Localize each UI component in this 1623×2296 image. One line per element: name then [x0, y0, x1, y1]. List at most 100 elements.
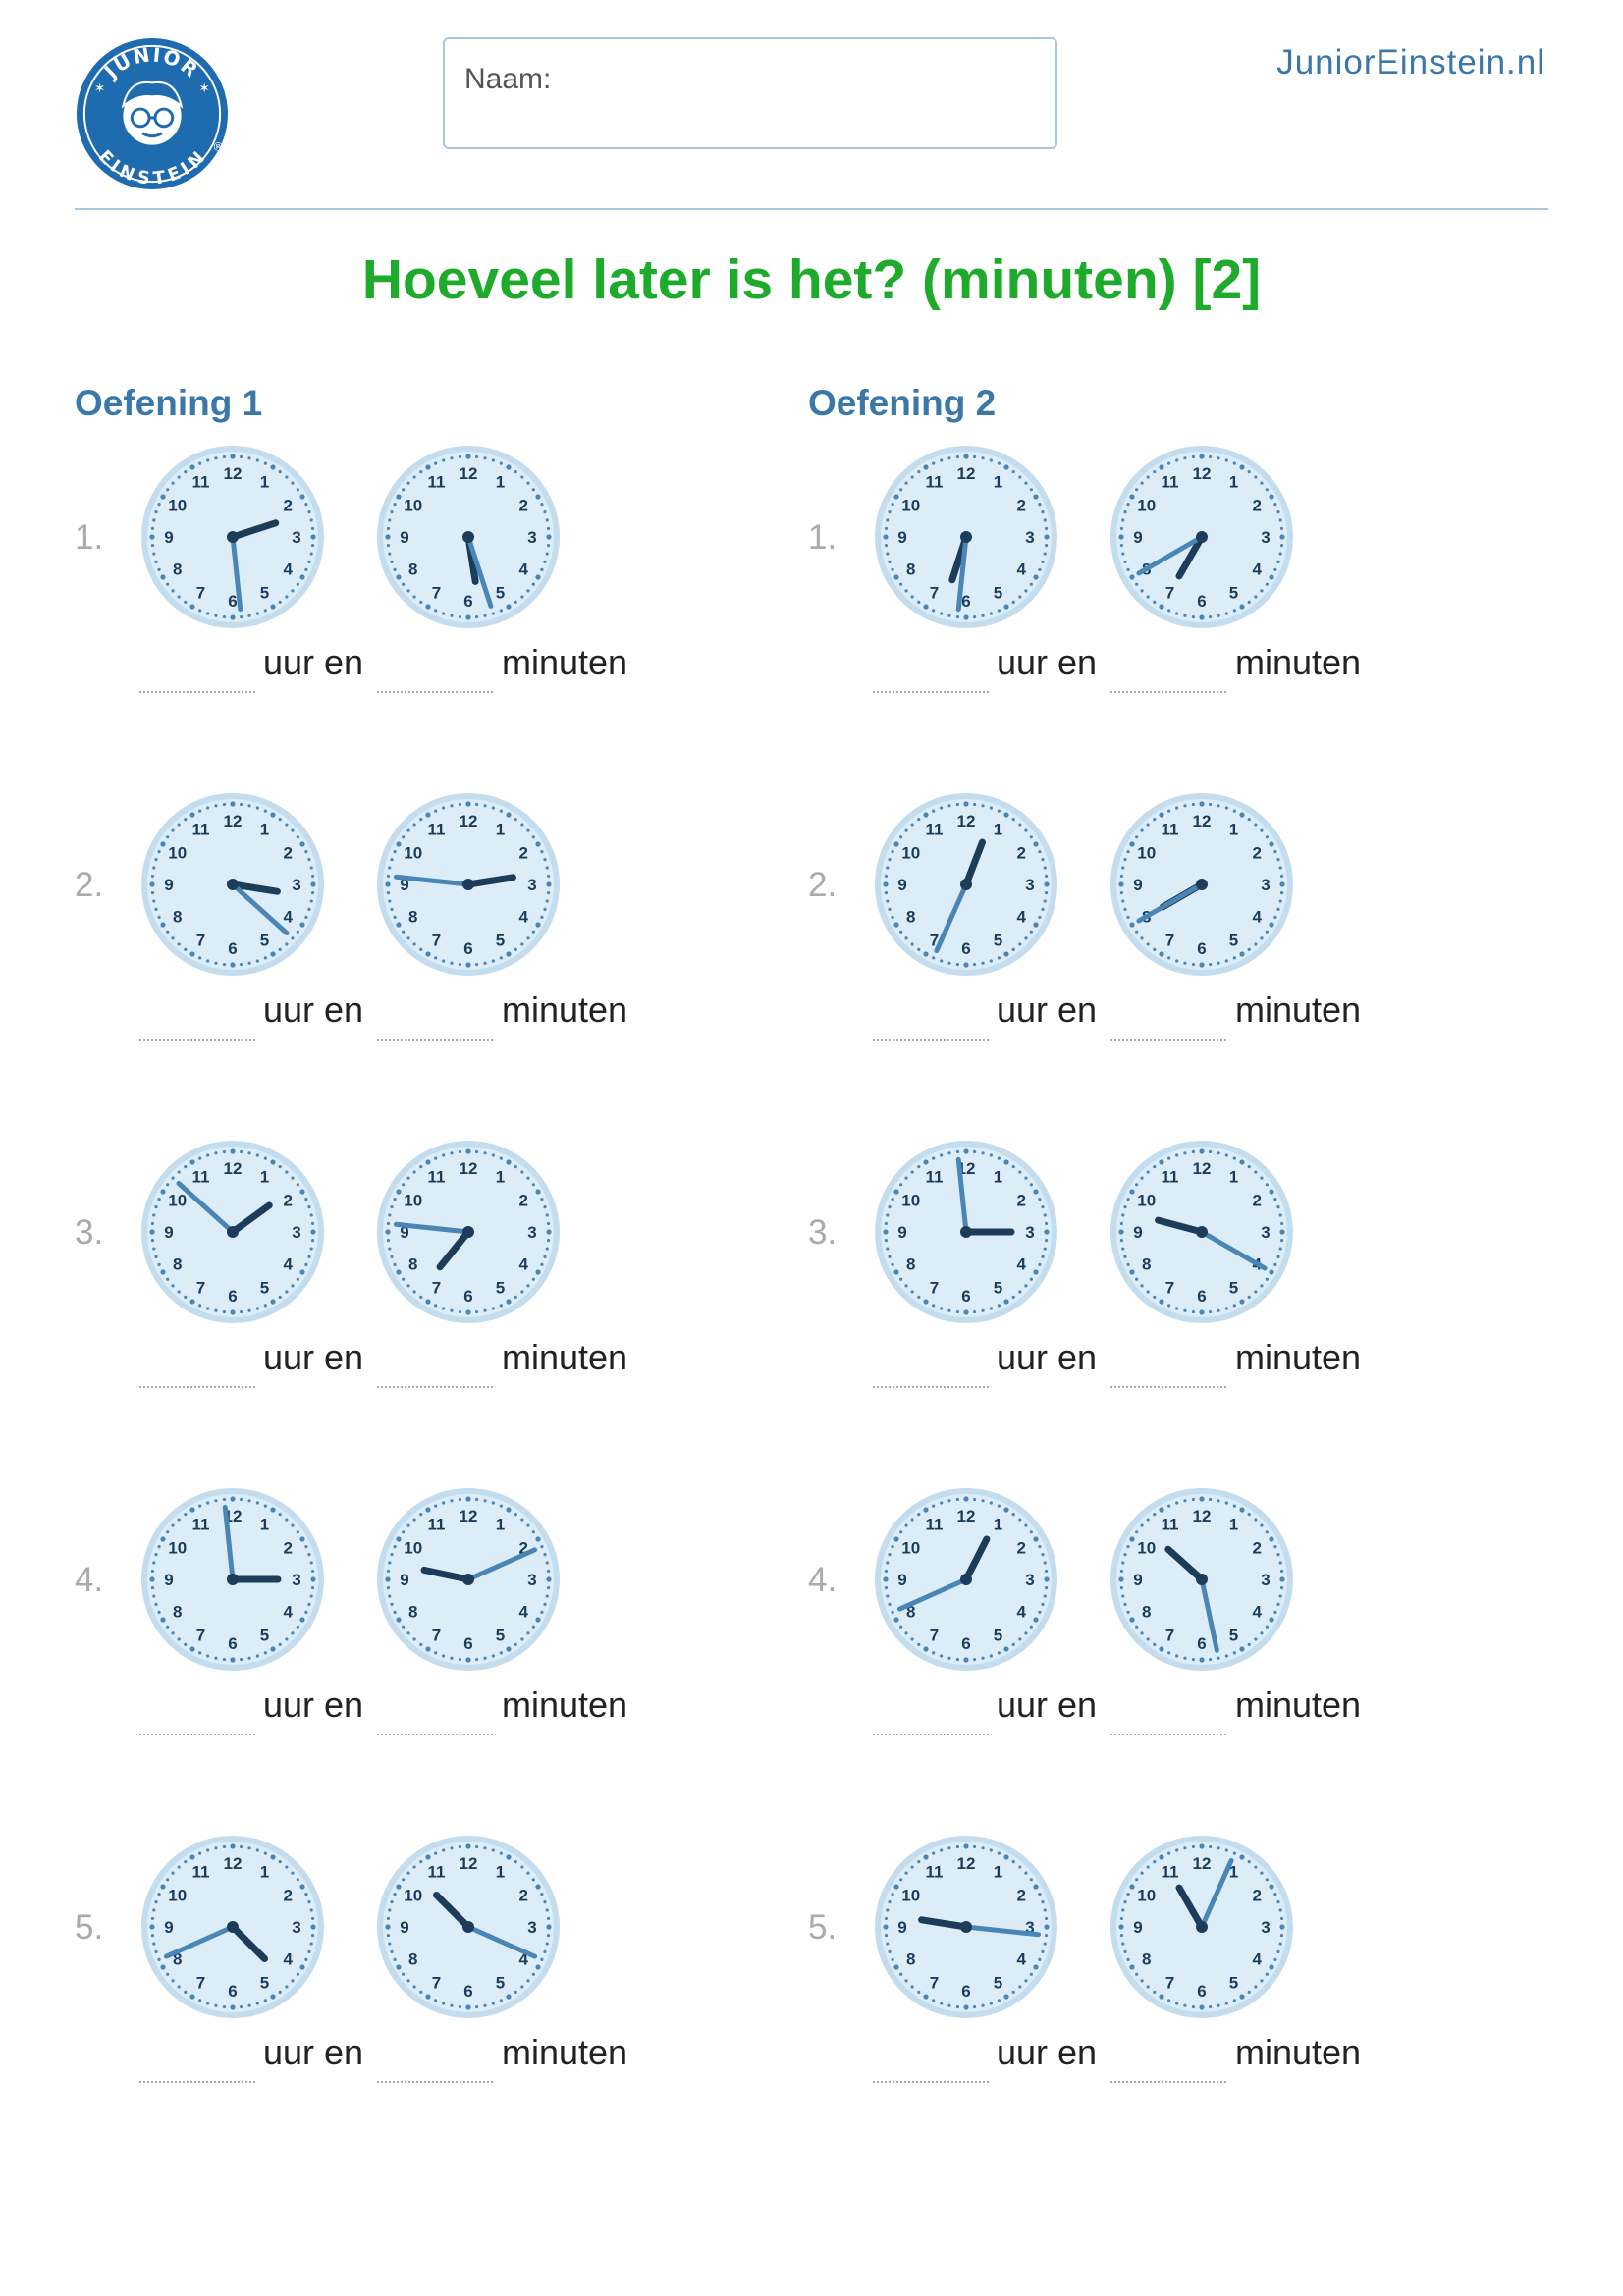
hours-answer-line[interactable]	[139, 1386, 255, 1388]
clock-tick	[1153, 1642, 1157, 1646]
name-field[interactable]: Naam:	[443, 37, 1057, 149]
clock-tick	[1024, 1871, 1028, 1875]
exercise-number: 5.	[75, 1908, 104, 1947]
clock-tick	[166, 930, 170, 934]
clock-tick	[535, 1964, 541, 1970]
clock-tick	[1044, 1933, 1049, 1938]
minutes-answer-line[interactable]	[377, 1386, 493, 1388]
clock-tick	[923, 604, 929, 610]
hours-answer-line[interactable]	[139, 2081, 255, 2083]
clock-tick	[1232, 1504, 1236, 1508]
clock-tick	[166, 1530, 170, 1534]
clock-tick	[214, 1846, 218, 1850]
clock-tick	[1278, 1908, 1282, 1912]
clock-tick	[543, 858, 547, 862]
hours-answer-line[interactable]	[873, 1039, 989, 1041]
clock-tick	[1038, 1262, 1042, 1266]
hours-answer-line[interactable]	[139, 1039, 255, 1041]
clock-tick	[884, 1238, 889, 1243]
exercise-number: 1.	[75, 518, 104, 557]
clock-tick	[230, 1148, 236, 1154]
clock-tick	[166, 1277, 170, 1281]
clock-tick	[388, 1594, 392, 1598]
clock-tick	[1033, 494, 1039, 500]
clock-numeral: 12	[957, 464, 976, 483]
minutes-answer-line[interactable]	[1110, 1386, 1226, 1388]
clock-tick	[1208, 1149, 1213, 1154]
clock-tick	[1024, 1979, 1028, 1983]
hour-hand	[962, 1535, 991, 1583]
clock-tick	[1199, 1657, 1205, 1663]
hours-answer-line[interactable]	[873, 691, 989, 693]
clock-tick	[402, 835, 406, 839]
clock-tick	[1146, 1290, 1150, 1294]
clock-tick	[540, 503, 544, 507]
clock-tick	[160, 1536, 166, 1542]
clock-tick	[1024, 936, 1028, 940]
clock-tick	[506, 604, 512, 610]
clock-tick	[1254, 942, 1258, 946]
clock-numeral: 4	[1253, 561, 1263, 579]
exercise-5: 5. 12 1 2 3 4 5 6 7 8 9 10 11 12 1 2 3 4 5 6 7 8 9 10 11 uur en mi…	[808, 1834, 1554, 2128]
minutes-answer-line[interactable]	[1110, 1734, 1226, 1735]
clock-tick	[152, 1908, 156, 1912]
hours-answer-line[interactable]	[873, 2081, 989, 2083]
minutes-answer-line[interactable]	[377, 1734, 493, 1735]
clock-tick	[1167, 1851, 1171, 1855]
clock-tick	[291, 1871, 295, 1875]
clock-tick	[157, 567, 161, 571]
clock-tick	[385, 1229, 391, 1235]
clock-tick	[1018, 1985, 1022, 1989]
clock-tick	[1011, 1860, 1015, 1864]
minutes-answer-line[interactable]	[1110, 1039, 1226, 1041]
clock-tick	[1029, 835, 1033, 839]
hours-answer-line[interactable]	[139, 1734, 255, 1735]
clock-numeral: 2	[1253, 1887, 1262, 1905]
clock-tick	[474, 454, 479, 459]
hours-answer-line[interactable]	[873, 1386, 989, 1388]
clock-numeral: 1	[994, 1863, 1002, 1882]
clock-tick	[910, 475, 914, 479]
clock-tick	[884, 1933, 889, 1938]
minutes-answer-line[interactable]	[377, 1039, 493, 1041]
hours-answer-line[interactable]	[139, 691, 255, 693]
clock-tick	[402, 582, 406, 586]
clock-tick	[1041, 1900, 1045, 1904]
clock-tick	[932, 1504, 936, 1508]
clock-tick	[442, 1848, 446, 1852]
clock-tick	[285, 1865, 289, 1869]
clock-tick	[989, 458, 993, 462]
clock-numeral: 1	[994, 473, 1002, 492]
clock-tick	[491, 612, 495, 615]
hours-label: uur en	[263, 2032, 364, 2072]
clock-numeral: 10	[168, 497, 187, 515]
clock-tick	[963, 454, 969, 459]
clock-tick	[296, 1625, 299, 1629]
hours-answer-line[interactable]	[873, 1734, 989, 1735]
clock-tick	[526, 1979, 530, 1983]
clock-tick	[1273, 1957, 1277, 1961]
clock-tick	[214, 961, 218, 965]
clock-numeral: 9	[400, 1918, 408, 1937]
clock-tick	[1044, 1221, 1049, 1226]
clock-tick	[955, 1497, 960, 1502]
minutes-answer-line[interactable]	[1110, 2081, 1226, 2083]
clock-tick	[1140, 1284, 1144, 1288]
clock-tick	[1159, 604, 1164, 610]
clock-tick	[491, 1307, 495, 1310]
clock-tick	[285, 1637, 289, 1641]
clock-tick	[947, 804, 951, 808]
minutes-answer-line[interactable]	[377, 691, 493, 693]
clock-numeral: 1	[994, 1516, 1002, 1534]
clock-tick	[1224, 1654, 1228, 1658]
clock-tick	[893, 841, 899, 847]
clock-tick	[425, 604, 431, 610]
clock-tick	[1129, 1617, 1135, 1623]
clock-tick	[1126, 1957, 1130, 1961]
clock-tick	[222, 614, 227, 619]
clock-tick	[206, 2002, 210, 2005]
clock-tick	[402, 1530, 406, 1534]
clock-numeral: 12	[957, 1507, 976, 1525]
minutes-answer-line[interactable]	[377, 2081, 493, 2083]
minutes-answer-line[interactable]	[1110, 691, 1226, 693]
